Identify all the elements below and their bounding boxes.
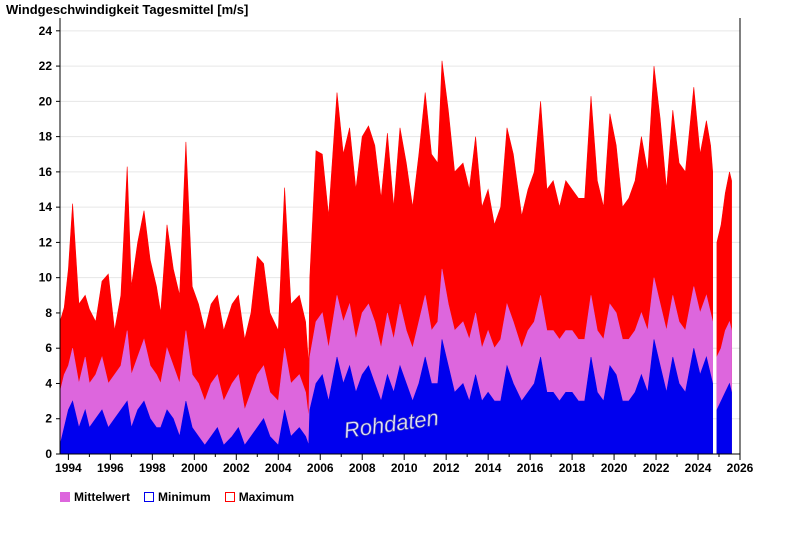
x-tick-label-2002: 2002 xyxy=(223,461,250,475)
y-tick-label-10: 10 xyxy=(39,271,53,285)
x-tick-label-2012: 2012 xyxy=(433,461,460,475)
y-tick-label-16: 16 xyxy=(39,165,53,179)
x-tick-label-1998: 1998 xyxy=(139,461,166,475)
y-tick-label-20: 20 xyxy=(39,94,53,108)
series-area-minimum-0 xyxy=(59,339,713,455)
chart-title: Windgeschwindigkeit Tagesmittel [m/s] xyxy=(6,2,249,17)
x-tick-label-2008: 2008 xyxy=(349,461,376,475)
y-tick-label-6: 6 xyxy=(45,341,52,355)
legend-item-minimum: Minimum xyxy=(144,490,211,504)
y-tick-label-24: 24 xyxy=(39,24,53,38)
y-tick-label-14: 14 xyxy=(39,200,53,214)
x-tick-label-2004: 2004 xyxy=(265,461,292,475)
series-layer xyxy=(59,60,732,455)
legend-label-minimum: Minimum xyxy=(158,490,211,504)
legend-swatch-maximum xyxy=(224,492,235,502)
legend-label-mittelwert: Mittelwert xyxy=(74,490,131,504)
x-tick-label-2026: 2026 xyxy=(727,461,754,475)
x-tick-label-2018: 2018 xyxy=(559,461,586,475)
legend-swatch-mittelwert xyxy=(60,492,70,502)
legend-label-maximum: Maximum xyxy=(238,490,295,504)
x-tick-label-2006: 2006 xyxy=(307,461,334,475)
x-tick-label-2016: 2016 xyxy=(517,461,544,475)
series-area-minimum-1 xyxy=(716,382,732,455)
legend-item-maximum: Maximum xyxy=(224,490,295,504)
y-tick-label-12: 12 xyxy=(39,235,53,249)
x-tick-label-1996: 1996 xyxy=(97,461,124,475)
x-tick-label-1994: 1994 xyxy=(55,461,82,475)
x-tick-label-2014: 2014 xyxy=(475,461,502,475)
y-tick-label-22: 22 xyxy=(39,59,53,73)
x-tick-label-2022: 2022 xyxy=(643,461,670,475)
y-tick-label-2: 2 xyxy=(45,412,52,426)
legend-swatch-minimum xyxy=(144,492,155,502)
legend: Mittelwert Minimum Maximum xyxy=(60,490,294,504)
x-tick-label-2010: 2010 xyxy=(391,461,418,475)
x-tick-label-2000: 2000 xyxy=(181,461,208,475)
x-tick-label-2024: 2024 xyxy=(685,461,712,475)
x-tick-label-2020: 2020 xyxy=(601,461,628,475)
legend-item-mittelwert: Mittelwert xyxy=(60,490,130,504)
y-tick-label-8: 8 xyxy=(45,306,52,320)
y-tick-label-0: 0 xyxy=(45,447,52,461)
y-tick-label-4: 4 xyxy=(45,376,52,390)
y-tick-label-18: 18 xyxy=(39,130,53,144)
